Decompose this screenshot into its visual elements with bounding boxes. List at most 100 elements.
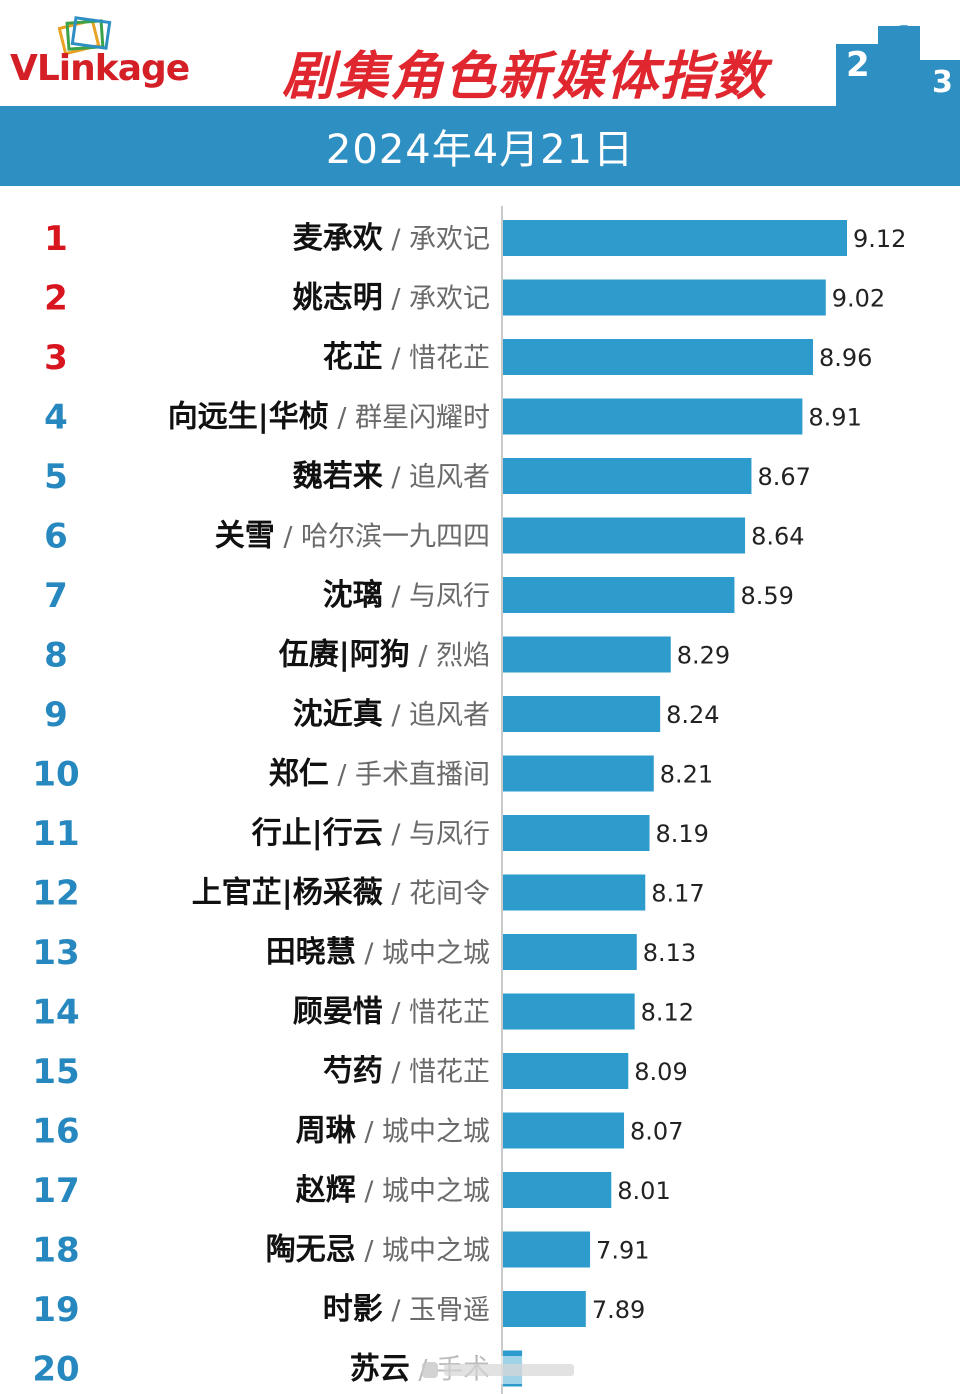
category-label: 行止|行云 / 与凤行: [251, 816, 490, 851]
value-label: 8.09: [634, 1058, 687, 1086]
role-name: 陶无忌: [266, 1233, 356, 1268]
role-name: 上官芷|杨采薇: [192, 876, 383, 911]
show-name: / 与凤行: [383, 819, 490, 850]
category-label: 芍药 / 惜花芷: [323, 1054, 490, 1089]
role-name: 顾晏惜: [293, 995, 383, 1030]
role-name: 花芷: [323, 340, 383, 375]
category-label: 陶无忌 / 城中之城: [266, 1233, 490, 1268]
bar: [503, 458, 752, 494]
show-name: / 烈焰: [410, 641, 490, 672]
show-name: / 群星闪耀时: [329, 403, 490, 434]
rank-number: 18: [32, 1231, 79, 1271]
value-label: 8.67: [757, 463, 810, 491]
logo-text: VLinkage: [10, 48, 190, 89]
header: VLinkage 剧集角色新媒体指数 2 1 3: [0, 0, 960, 107]
role-name: 行止|行云: [251, 816, 383, 851]
show-name: / 承欢记: [383, 284, 490, 315]
category-label: 沈璃 / 与凤行: [323, 578, 490, 613]
value-label: 8.17: [651, 880, 704, 908]
bar: [503, 1172, 612, 1208]
rank-number: 16: [32, 1112, 79, 1152]
category-label: 周琳 / 城中之城: [296, 1114, 490, 1149]
rank-number: 1: [44, 219, 68, 259]
show-name: / 城中之城: [356, 938, 490, 969]
bar: [503, 577, 735, 613]
role-name: 赵辉: [296, 1173, 356, 1208]
chart-date: 2024年4月21日: [325, 127, 635, 173]
role-name: 魏若来: [293, 459, 383, 494]
value-label: 8.64: [751, 523, 804, 551]
rank-number: 20: [32, 1350, 79, 1390]
show-name: / 哈尔滨一九四四: [275, 522, 490, 553]
ranking-bar-chart: 1 麦承欢 / 承欢记 9.12 2 姚志明 / 承欢记 9.02 3 花芷 / 惜花芷 8.9…: [32, 206, 906, 1394]
role-name: 田晓慧: [266, 935, 356, 970]
show-name: / 追风者: [383, 700, 490, 731]
category-label: 上官芷|杨采薇 / 花间令: [192, 876, 490, 911]
bar: [503, 1112, 625, 1149]
category-label: 郑仁 / 手术直播间: [269, 757, 490, 792]
value-label: 7.89: [592, 1296, 645, 1324]
value-label: 8.29: [677, 642, 730, 670]
podium-icon: 2 1 3: [836, 19, 960, 106]
svg-text:1: 1: [892, 19, 916, 59]
date-band: 2024年4月21日: [0, 106, 960, 186]
show-name: / 惜花芷: [383, 998, 490, 1029]
rank-number: 15: [32, 1052, 79, 1092]
role-name: 沈近真: [293, 697, 383, 732]
show-name: / 城中之城: [356, 1117, 490, 1148]
role-name: 向远生|华桢: [168, 400, 329, 435]
bar: [503, 993, 635, 1030]
show-name: / 花间令: [383, 879, 490, 910]
svg-text:2: 2: [846, 45, 870, 85]
role-name: 姚志明: [292, 281, 383, 316]
bar: [503, 398, 803, 435]
value-label: 7.91: [596, 1237, 649, 1265]
rank-number: 7: [44, 576, 68, 616]
rank-number: 6: [44, 517, 68, 557]
category-label: 伍赓|阿狗 / 烈焰: [279, 638, 490, 673]
bar: [503, 517, 746, 554]
category-label: 田晓慧 / 城中之城: [266, 935, 490, 970]
category-label: 顾晏惜 / 惜花芷: [293, 995, 490, 1030]
category-label: 关雪 / 哈尔滨一九四四: [215, 519, 490, 554]
role-name: 芍药: [323, 1054, 383, 1089]
bar: [503, 696, 661, 732]
bar: [503, 636, 671, 673]
rank-number: 19: [32, 1290, 79, 1330]
show-name: / 玉骨遥: [383, 1295, 490, 1326]
bar: [503, 1291, 586, 1327]
page-title: 剧集角色新媒体指数: [282, 47, 769, 107]
svg-text:3: 3: [932, 65, 953, 100]
show-name: / 惜花芷: [383, 343, 490, 374]
bar: [503, 279, 826, 316]
value-label: 8.91: [808, 404, 861, 432]
bar: [503, 1231, 591, 1268]
show-name: / 与凤行: [383, 581, 490, 612]
role-name: 周琳: [296, 1114, 357, 1149]
rank-number: 13: [32, 933, 79, 973]
bar: [503, 874, 646, 911]
rank-number: 14: [32, 993, 79, 1033]
value-label: 8.07: [630, 1118, 683, 1146]
rank-number: 17: [32, 1171, 79, 1211]
value-label: 8.13: [643, 939, 696, 967]
category-label: 姚志明 / 承欢记: [292, 281, 490, 316]
value-label: 8.01: [617, 1177, 670, 1205]
rank-number: 3: [44, 338, 68, 378]
bar: [503, 339, 814, 375]
role-name: 伍赓|阿狗: [279, 638, 410, 673]
show-name: / 惜花芷: [383, 1057, 490, 1088]
category-label: 赵辉 / 城中之城: [296, 1173, 490, 1208]
value-label: 8.59: [740, 582, 793, 610]
bar: [503, 755, 654, 792]
value-label: 8.12: [641, 999, 694, 1027]
role-name: 苏云: [350, 1352, 410, 1387]
role-name: 关雪: [215, 519, 275, 554]
value-label: 8.19: [656, 820, 709, 848]
category-label: 时影 / 玉骨遥: [323, 1292, 490, 1327]
role-name: 郑仁: [269, 757, 329, 792]
value-label: 9.12: [853, 225, 906, 253]
bar: [503, 934, 637, 970]
rank-number: 5: [44, 457, 68, 497]
rank-number: 8: [44, 636, 68, 676]
